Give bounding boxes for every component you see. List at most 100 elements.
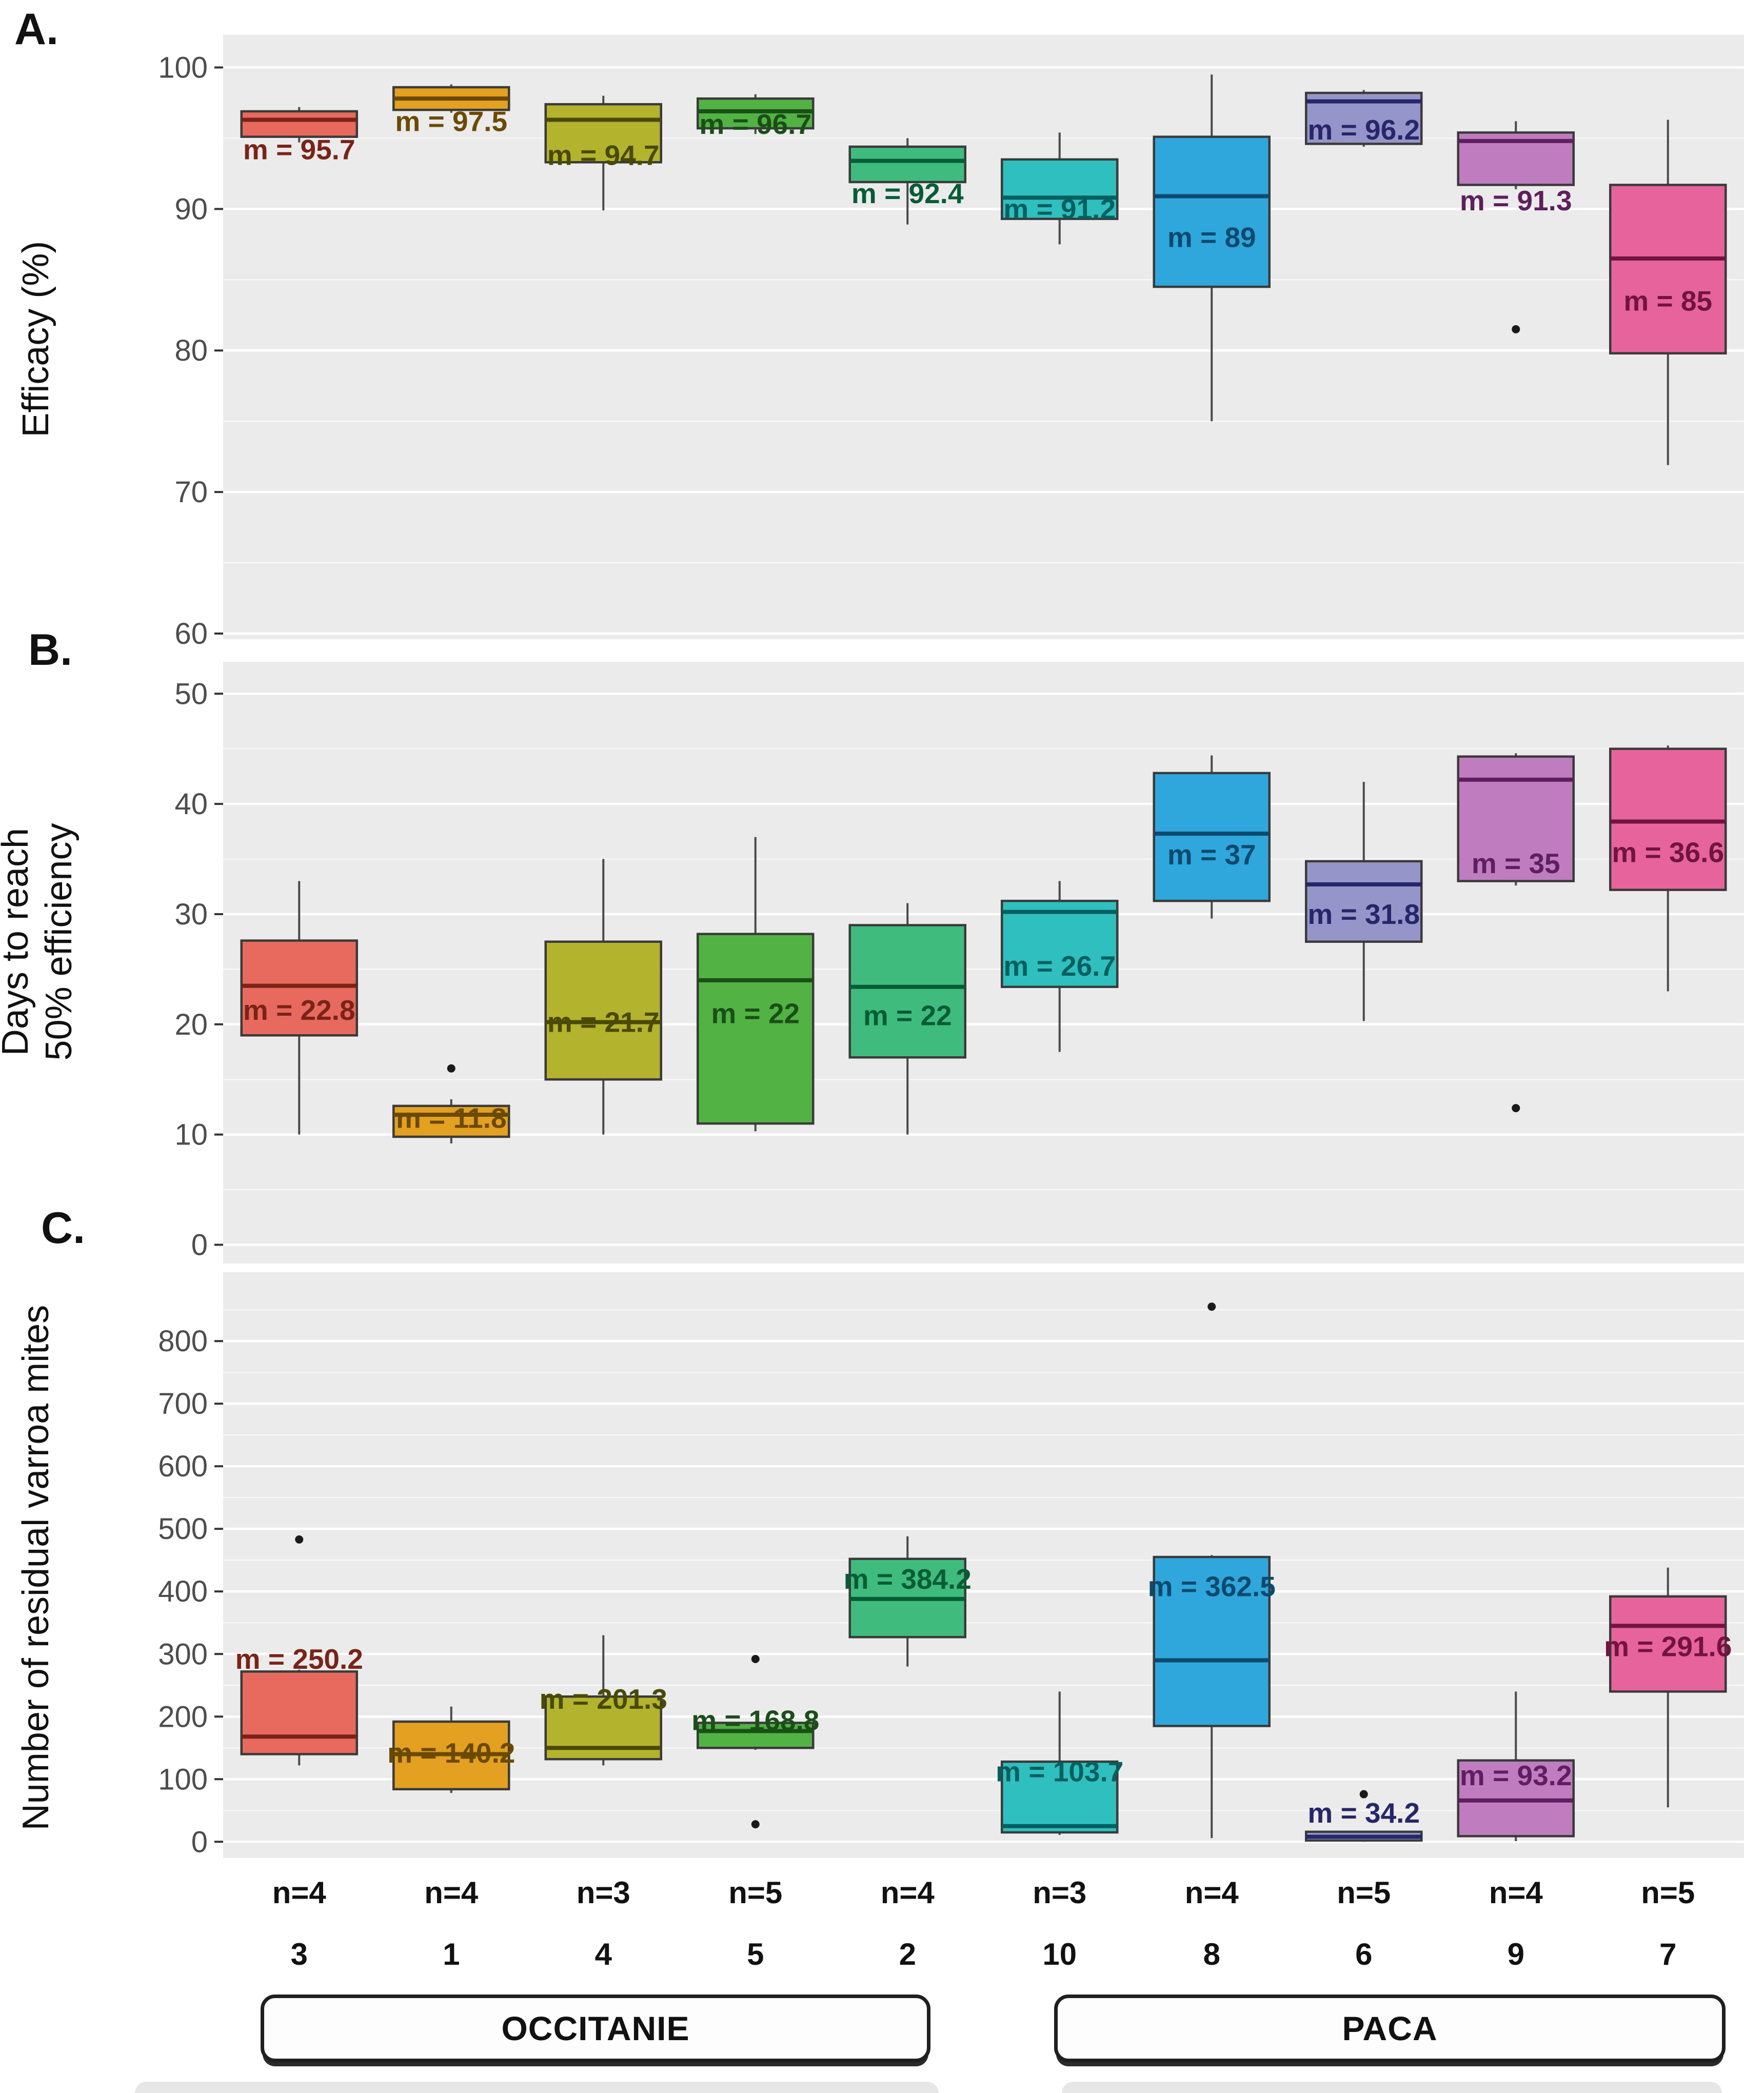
- box-group-5: m = 168.8: [691, 1655, 819, 1829]
- group-id-label-9: 9: [1507, 1937, 1524, 1971]
- group-id-label-8: 8: [1203, 1937, 1220, 1971]
- mean-label: m = 97.5: [395, 105, 507, 137]
- panel-a: 100 90 80 70 60 m = 95.7 m = 97.5 m = 94.7 m = 9…: [158, 35, 1744, 650]
- iqr-box: [1457, 755, 1575, 882]
- y-tick-label: 500: [158, 1512, 208, 1546]
- box-group-3: m = 22.8: [240, 881, 358, 1135]
- mean-label: m = 168.8: [691, 1705, 819, 1736]
- mean-label: m = 91.2: [1003, 193, 1116, 225]
- iqr-box: [240, 110, 358, 138]
- mean-label: m = 26.7: [1003, 950, 1116, 982]
- group-id-label-4: 4: [594, 1937, 612, 1971]
- y-tick-label: 30: [174, 898, 208, 931]
- box-group-8: m = 37: [1153, 755, 1271, 919]
- iqr-box: [1001, 1760, 1119, 1834]
- mean-label: m = 362.5: [1148, 1570, 1276, 1602]
- mean-label: m = 96.7: [699, 108, 811, 140]
- mean-label: m = 34.2: [1307, 1797, 1420, 1829]
- mean-label: m = 85: [1623, 285, 1712, 317]
- outlier-dot: [751, 1655, 760, 1664]
- region-box-paca: PACA: [1054, 1995, 1726, 2062]
- box-group-10: m = 26.7: [1001, 881, 1119, 1052]
- box-group-7: m = 36.6: [1609, 745, 1727, 992]
- group-id-label-6: 6: [1355, 1937, 1373, 1971]
- mean-label: m = 21.7: [547, 1006, 660, 1038]
- cropped-stub-right: [1062, 2082, 1722, 2093]
- mean-label: m = 11.8: [396, 1102, 507, 1134]
- y-tick-label: 800: [158, 1325, 208, 1358]
- mean-label: m = 103.7: [996, 1756, 1123, 1788]
- mean-label: m = 91.3: [1460, 185, 1572, 216]
- cropped-stub-left: [135, 2082, 939, 2093]
- mean-label: m = 291.6: [1604, 1631, 1732, 1663]
- group-id-label-2: 2: [899, 1937, 916, 1971]
- mean-label: m = 140.2: [387, 1737, 515, 1769]
- box-group-2: m = 92.4: [848, 138, 966, 225]
- iqr-box: [697, 97, 815, 130]
- iqr-box: [848, 145, 966, 184]
- panel-b: 50 40 30 20 10 0 m = 22.8 m = 11.8 m = 21.7 m = 2…: [174, 662, 1744, 1263]
- mean-label: m = 31.8: [1307, 898, 1420, 930]
- mean-label: m = 201.3: [540, 1683, 667, 1715]
- y-tick-label: 10: [174, 1118, 208, 1152]
- panel-background: [223, 662, 1744, 1263]
- box-group-5: m = 96.7: [697, 94, 815, 140]
- y-tick-label: 70: [174, 476, 208, 509]
- box-group-10: m = 91.2: [1001, 132, 1119, 245]
- box-group-6: m = 34.2: [1305, 1790, 1423, 1842]
- iqr-box: [697, 933, 815, 1125]
- region-label-occitanie: OCCITANIE: [501, 2009, 690, 2047]
- n-label-group-10: n=3: [1033, 1875, 1087, 1910]
- panel-c: 800 700 600 500 400 300 200 100 0 m = 250.2 m = 14…: [158, 1272, 1744, 1859]
- box-group-4: m = 201.3: [540, 1635, 667, 1766]
- y-tick-label: 80: [174, 334, 208, 367]
- mean-label: m = 92.4: [851, 177, 964, 209]
- group-id-label-10: 10: [1042, 1937, 1077, 1971]
- iqr-box: [1153, 1555, 1271, 1727]
- n-label-group-5: n=5: [728, 1875, 783, 1910]
- y-tick-label: 50: [174, 677, 208, 710]
- y-tick-label: 90: [174, 192, 208, 226]
- y-tick-label: 200: [158, 1700, 208, 1733]
- iqr-box: [697, 1722, 815, 1749]
- mean-label: m = 93.2: [1460, 1760, 1572, 1791]
- box-group-1: m = 11.8: [392, 1064, 510, 1143]
- n-label-group-4: n=3: [576, 1875, 630, 1910]
- box-group-1: m = 140.2: [387, 1706, 515, 1793]
- n-label-group-1: n=4: [424, 1875, 479, 1910]
- group-id-label-5: 5: [747, 1937, 764, 1971]
- n-label-group-3: n=4: [272, 1875, 326, 1910]
- iqr-box: [1001, 158, 1119, 220]
- box-group-5: m = 22: [697, 837, 815, 1132]
- n-label-group-6: n=5: [1337, 1875, 1391, 1910]
- box-group-2: m = 384.2: [844, 1536, 972, 1667]
- y-tick-label: 20: [174, 1008, 208, 1041]
- panel-a-letter: A.: [14, 5, 58, 54]
- iqr-box: [1609, 1595, 1727, 1693]
- outlier-dot: [751, 1820, 760, 1829]
- y-tick-label: 600: [158, 1450, 208, 1483]
- outlier-dot: [295, 1535, 304, 1544]
- iqr-box: [544, 103, 662, 164]
- mean-label: m = 37: [1167, 839, 1256, 871]
- box-group-9: m = 35: [1457, 753, 1575, 1113]
- iqr-box: [392, 1104, 510, 1138]
- iqr-box: [544, 940, 662, 1081]
- panel-c-letter: C.: [41, 1203, 85, 1253]
- y-tick-label: 40: [174, 787, 208, 821]
- region-label-paca: PACA: [1342, 2009, 1438, 2047]
- box-group-2: m = 22: [848, 903, 966, 1135]
- panel-b-letter: B.: [28, 625, 72, 675]
- box-group-10: m = 103.7: [996, 1691, 1123, 1835]
- box-group-9: m = 91.3: [1457, 121, 1575, 333]
- box-group-6: m = 96.2: [1305, 90, 1423, 147]
- y-tick-label: 100: [158, 1763, 208, 1796]
- y-tick-label: 400: [158, 1575, 208, 1608]
- box-group-9: m = 93.2: [1457, 1691, 1575, 1842]
- iqr-box: [240, 939, 358, 1037]
- region-box-occitanie: OCCITANIE: [261, 1995, 930, 2062]
- y-tick-label: 60: [174, 617, 208, 650]
- outlier-dot: [447, 1064, 455, 1073]
